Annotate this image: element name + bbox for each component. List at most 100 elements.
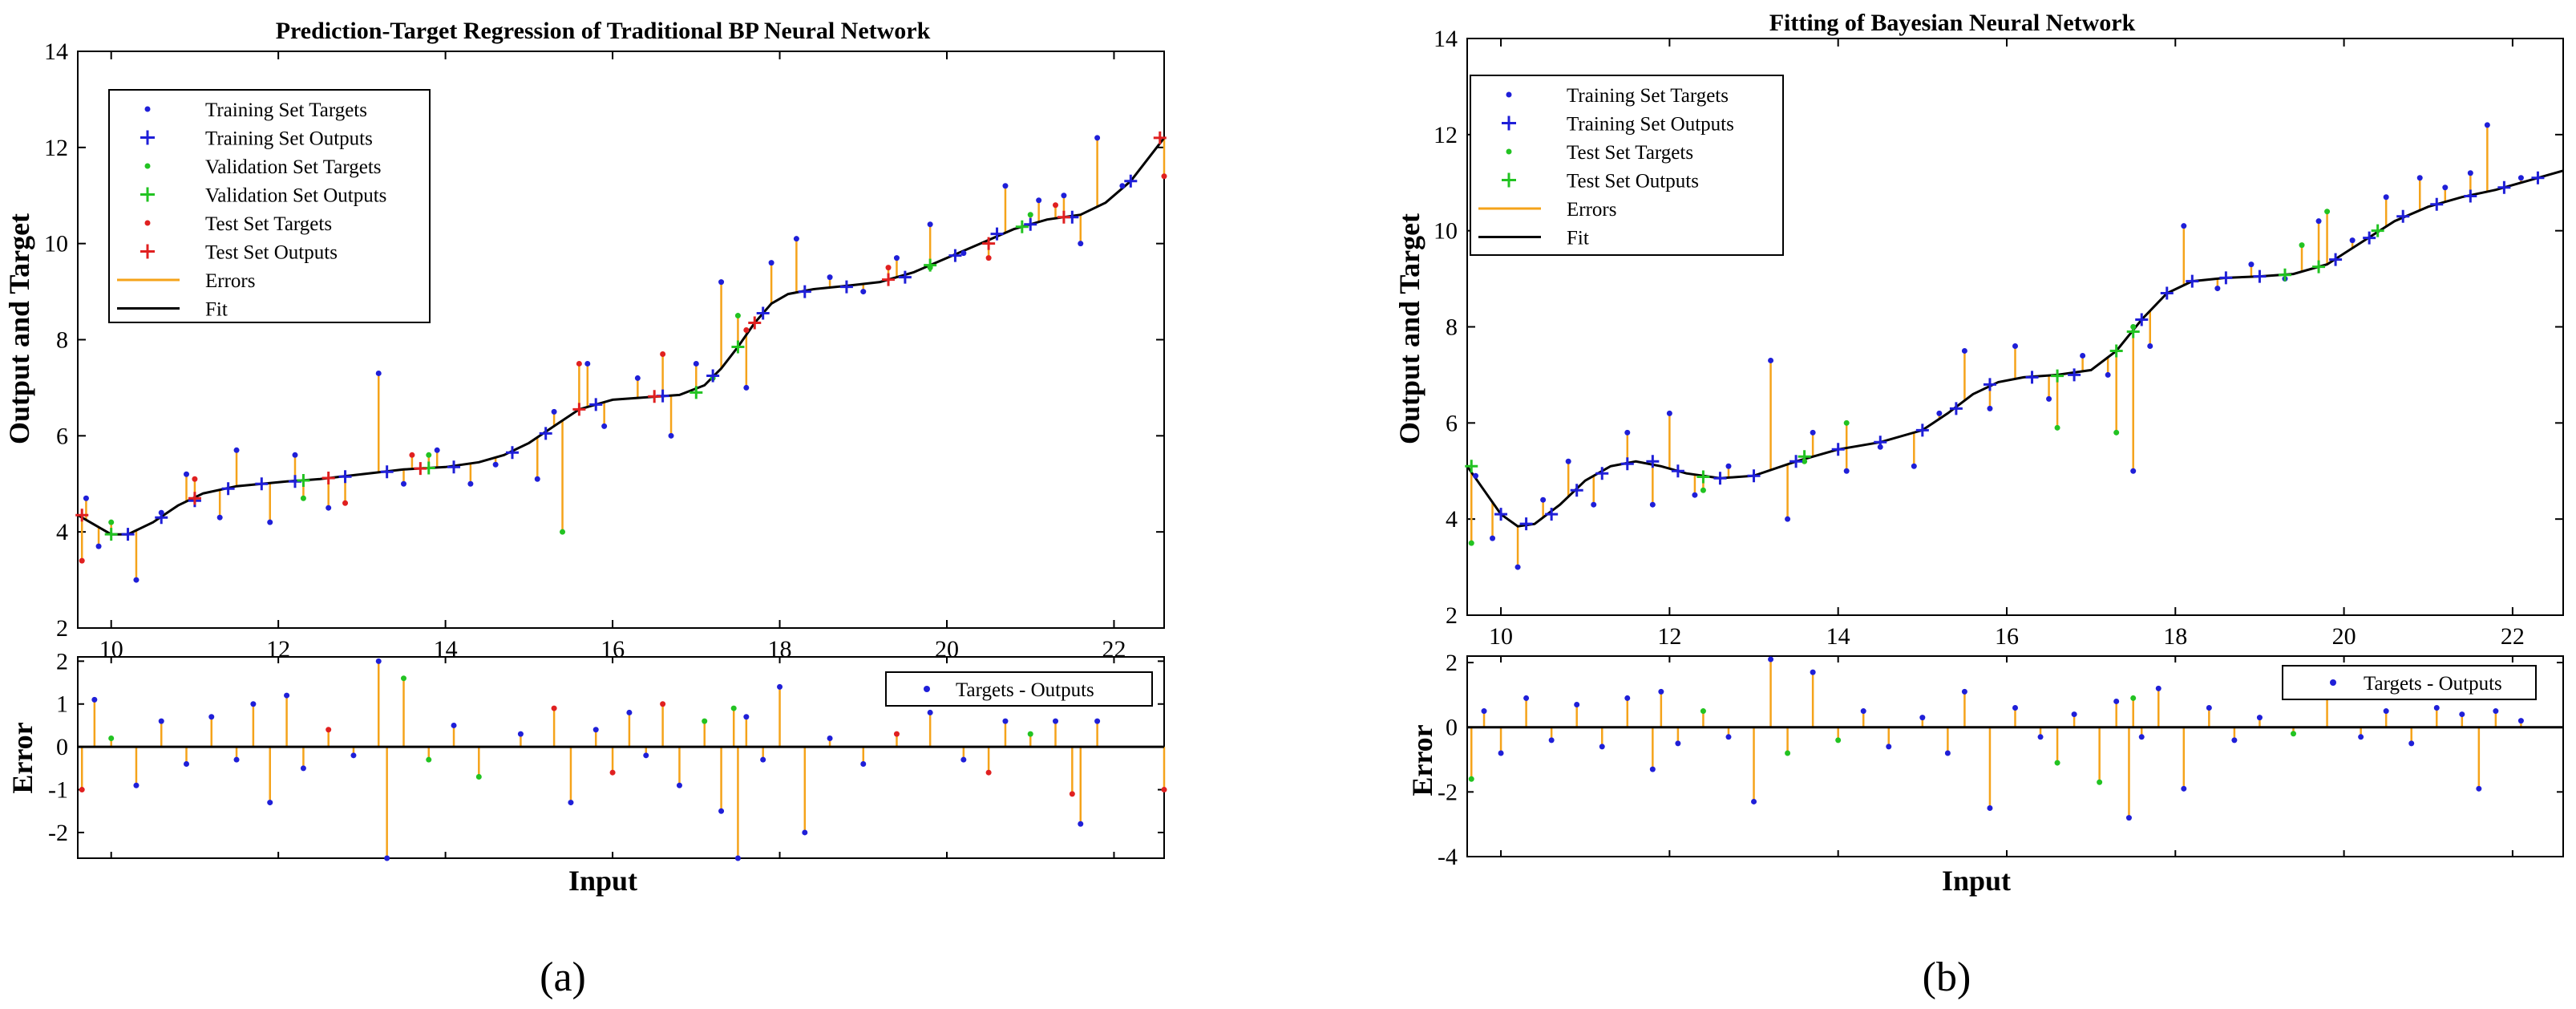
output-point (648, 390, 661, 403)
target-point (2324, 209, 2331, 215)
error-point (1069, 791, 1075, 797)
error-point (2206, 705, 2212, 711)
error-legend-label-a: Targets - Outputs (956, 679, 1094, 701)
legend-label: Fit (1567, 228, 1589, 249)
output-point (589, 398, 603, 411)
error-point (208, 714, 215, 720)
target-point (1666, 410, 1672, 416)
output-point (1671, 464, 1684, 478)
error-point (91, 696, 98, 703)
output-point (338, 470, 352, 484)
error-point (730, 705, 737, 711)
output-point (1015, 220, 1029, 233)
error-point (517, 731, 524, 737)
error-point (1523, 695, 1530, 701)
error-point (960, 756, 967, 763)
error-point (1161, 787, 1167, 793)
output-point (1831, 443, 1845, 456)
output-point (2312, 260, 2326, 274)
error-point (326, 727, 332, 733)
output-point (982, 237, 996, 250)
output-point (839, 280, 853, 294)
target-point (1027, 212, 1033, 218)
error-point (1987, 805, 1993, 812)
output-point (1057, 210, 1070, 224)
error-legend-box-b (2282, 665, 2537, 700)
error-point (451, 722, 457, 728)
target-point (2113, 429, 2120, 436)
output-point (1570, 484, 1583, 497)
y-tick-label: 10 (1434, 218, 1458, 245)
output-point (1494, 508, 1508, 521)
error-point (2138, 734, 2145, 740)
x-axis-label-a: Input (568, 865, 637, 897)
legend-marker (1502, 115, 1516, 131)
legend-marker (1502, 172, 1516, 188)
error-point (802, 829, 808, 836)
target-point (1119, 183, 1126, 189)
target-point (2315, 218, 2322, 225)
output-point (731, 340, 745, 354)
error-point (1094, 718, 1101, 724)
target-point (1061, 192, 1067, 199)
target-point (2383, 194, 2389, 201)
target-point (2080, 352, 2086, 359)
error-point (2071, 711, 2077, 718)
error-y-tick-label: 2 (1446, 650, 1458, 676)
error-legend-a: Targets - Outputs (885, 671, 1153, 707)
output-point (572, 403, 586, 416)
panel-caption-a: (a) (540, 954, 586, 1000)
legend-label: Validation Set Targets (205, 156, 382, 178)
error-point (233, 756, 240, 763)
legend-item: Validation Set Targets (144, 156, 382, 178)
output-point (2025, 371, 2039, 384)
output-point (1949, 402, 1963, 415)
error-point (108, 735, 115, 741)
output-point (321, 472, 335, 485)
target-point (743, 384, 750, 391)
error-point (1768, 656, 1774, 663)
y-tick-label: 4 (56, 519, 68, 545)
error-axis-label-a: Error (6, 722, 38, 793)
target-point (893, 255, 900, 261)
legend-marker (144, 220, 151, 226)
error-point (609, 769, 616, 776)
legend-item: Training Set Targets (1506, 85, 1729, 107)
error-point (643, 752, 649, 759)
target-point (827, 274, 833, 281)
error-point (2493, 708, 2499, 715)
legend-b: Training Set Targets Training Set Outputs… (1470, 75, 1784, 256)
error-y-tick-label: -4 (1438, 844, 1458, 870)
error-point (1624, 695, 1631, 701)
error-point (133, 782, 140, 788)
error-point (2459, 711, 2465, 718)
output-point (1519, 517, 1533, 531)
x-tick-label: 12 (1657, 623, 1681, 650)
error-point (2113, 698, 2120, 704)
error-point (676, 782, 682, 788)
error-point (1860, 708, 1866, 715)
output-point (2371, 224, 2384, 237)
output-point (539, 427, 552, 440)
output-point (1789, 455, 1803, 468)
error-point (1027, 731, 1033, 737)
target-point (467, 480, 474, 487)
error-point (1498, 750, 1504, 756)
target-point (601, 423, 608, 429)
y-tick-label: 14 (44, 38, 68, 65)
y-tick-label: 4 (1446, 506, 1458, 533)
target-point (409, 452, 415, 458)
target-point (2299, 242, 2305, 249)
target-point (95, 543, 102, 549)
y-tick-label: 6 (56, 423, 68, 449)
x-tick-label: 14 (1826, 623, 1850, 650)
target-point (1936, 410, 1943, 416)
output-point (2329, 253, 2343, 266)
output-point (2363, 231, 2376, 245)
legend-label: Training Set Targets (1567, 85, 1729, 107)
output-point (706, 369, 720, 383)
y-tick-label: 6 (1446, 410, 1458, 436)
error-point (1785, 750, 1791, 756)
output-point (882, 273, 896, 286)
